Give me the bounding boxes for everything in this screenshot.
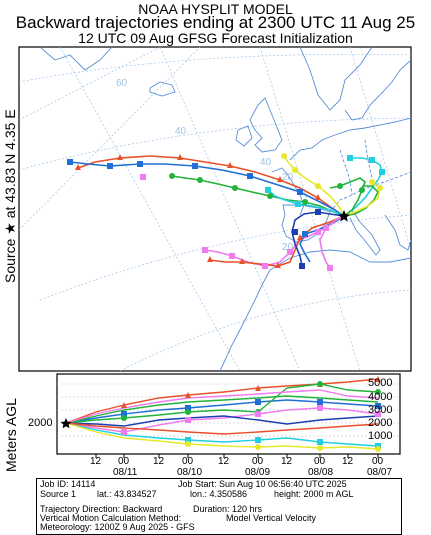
- x-hour-label: 00: [314, 456, 326, 467]
- trajectory-direction: Trajectory Direction: Backward: [40, 504, 163, 514]
- x-hour-label: 00: [252, 456, 264, 467]
- trajectory-magenta-1: [204, 215, 345, 267]
- x-hour-label: 12: [281, 456, 293, 467]
- trajectory-green-3: [343, 185, 379, 217]
- x-hour-label: 00: [372, 456, 384, 467]
- x-hour-label: 12: [218, 456, 230, 467]
- vertical-method-value: Model Vertical Velocity: [226, 513, 317, 523]
- trajectory-markers: [67, 153, 385, 271]
- vertical-method-label: Vertical Motion Calculation Method:: [40, 513, 182, 523]
- x-date-label: 08/08: [308, 467, 334, 478]
- x-hour-label: 12: [342, 456, 354, 467]
- map-frame: [18, 46, 412, 372]
- source-star-icon: [338, 210, 350, 222]
- y-tick-4000: 4000: [368, 391, 393, 403]
- height-markers: [121, 376, 381, 452]
- trajectory-darkblue-1: [291, 211, 345, 267]
- y-tick-2000: 2000: [368, 417, 393, 429]
- lon-label-20: 20: [282, 172, 294, 183]
- job-id: Job ID: 14114: [40, 479, 96, 489]
- map-layer: 60 40 40 20 20: [19, 47, 411, 371]
- trajectory-red-2: [209, 215, 345, 267]
- source-height-label: 2000: [28, 417, 53, 429]
- x-date-label: 08/07: [367, 467, 393, 478]
- source-height: height: 2000 m AGL: [274, 489, 354, 499]
- trajectory-green-2: [329, 177, 366, 217]
- chart-title: Backward trajectories ending at 2300 UTC…: [15, 13, 416, 32]
- y-tick-5000: 5000: [368, 377, 393, 389]
- height-panel-frame: [56, 373, 401, 455]
- trajectory-cyan-1: [343, 157, 383, 217]
- trajectory-duration: Duration: 120 hrs: [193, 504, 263, 514]
- trajectory-yellow-1: [283, 155, 345, 217]
- meteorology: Meteorology: 1200Z 9 Aug 2025 - GFS: [40, 522, 195, 532]
- y-tick-1000: 1000: [368, 430, 393, 442]
- lat-label-60: 60: [116, 78, 128, 89]
- height-x-ticks: [95, 454, 379, 458]
- trajectory-magenta-2: [319, 215, 345, 269]
- x-date-label: 08/09: [245, 467, 271, 478]
- x-hour-label: 12: [90, 456, 102, 467]
- forecast-subtitle: 12 UTC 09 Aug GFSG Forecast Initializati…: [78, 30, 353, 46]
- x-hour-label: 00: [182, 456, 194, 467]
- job-start: Job Start: Sun Aug 10 06:56:40 UTC 2025: [178, 479, 347, 489]
- source-longitude: lon.: 4.350586: [190, 489, 248, 499]
- x-hour-label: 12: [153, 456, 165, 467]
- y-tick-3000: 3000: [368, 404, 393, 416]
- lat-label-20-a: 40: [260, 157, 272, 168]
- height-profiles: [65, 378, 379, 450]
- trajectory-blue-2: [299, 215, 345, 263]
- x-date-label: 08/10: [177, 467, 203, 478]
- source-number: Source 1: [40, 489, 77, 499]
- model-title: NOAA HYSPLIT MODEL: [138, 1, 293, 17]
- height-source-star-icon: [60, 418, 72, 429]
- lat-label-20-b: 20: [282, 242, 294, 253]
- lon-label-40: 40: [175, 126, 187, 137]
- source-latitude: lat.: 43.834527: [97, 489, 157, 499]
- x-date-label: 08/11: [113, 467, 138, 478]
- x-hour-label: 00: [118, 456, 130, 467]
